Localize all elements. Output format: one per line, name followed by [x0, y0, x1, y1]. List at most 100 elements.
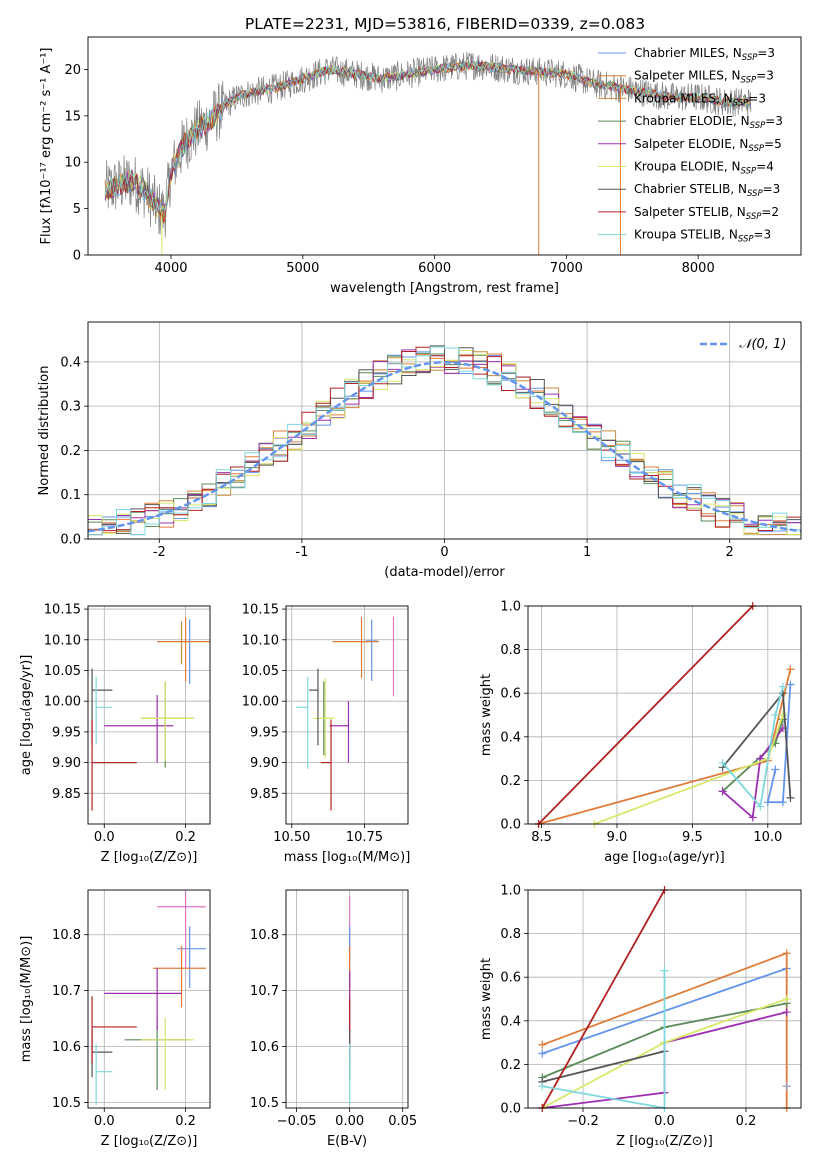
x-tick-label: 2 [726, 545, 734, 560]
x-axis-label: Z [log₁₀(Z/Z⊙)] [101, 1134, 198, 1149]
y-tick-label: 10.8 [52, 928, 81, 943]
legend-entry-label: Chabrier MILES, NSSP=3 [634, 46, 775, 63]
y-tick-label: 9.85 [250, 787, 279, 802]
mass-weight-line [542, 1050, 665, 1083]
plot-frame [527, 605, 802, 825]
x-tick-label: 9.5 [682, 830, 703, 845]
mass-vs-ebv-panel: −0.05 0.00 0.05 10.5 10.6 10.7 10.8 E(B-V) [250, 889, 417, 1149]
data-point-marker [786, 680, 795, 689]
x-tick-label: 6000 [418, 261, 451, 276]
data-point-marker [782, 949, 791, 958]
massweight-vs-age-panel: 8.5 9.0 9.5 10.0 0.0 0.2 0.4 0.6 0.8 1.0 age [log₁… [479, 600, 802, 865]
x-tick-label: 7000 [550, 261, 583, 276]
y-tick-label: 10.7 [52, 984, 81, 999]
y-tick-label: 0.8 [500, 927, 521, 942]
x-tick-label: −0.2 [567, 1114, 599, 1129]
y-tick-label: 0.3 [60, 400, 81, 415]
data-point-marker [756, 802, 765, 811]
y-tick-label: 0.6 [500, 971, 521, 986]
data-point-marker [718, 787, 727, 796]
x-axis-label: age [log₁₀(age/yr)] [604, 850, 725, 865]
y-tick-label: 20 [64, 63, 81, 78]
massweight-vs-metallicity-panel: −0.2 0.0 0.2 0.0 0.2 0.4 0.6 0.8 1.0 Z [log₁₀(Z/Z… [479, 884, 802, 1149]
plot-frame [87, 321, 802, 540]
x-axis-label: Z [log₁₀(Z/Z⊙)] [101, 850, 198, 865]
x-axis-label: Z [log₁₀(Z/Z⊙)] [616, 1134, 713, 1149]
data-point-marker [538, 1082, 547, 1091]
data-point-marker [771, 711, 780, 719]
y-axis-label: mass weight [479, 958, 494, 1040]
y-tick-label: 0.4 [500, 730, 521, 745]
data-point-marker [748, 813, 757, 822]
y-tick-label: 15 [64, 109, 81, 124]
y-tick-label: 0.2 [500, 774, 521, 789]
y-tick-label: 0.0 [60, 533, 81, 548]
x-tick-label: -1 [295, 545, 308, 560]
legend-entry-label: Kroupa STELIB, NSSP=3 [634, 228, 771, 245]
data-point-marker [786, 665, 795, 674]
y-tick-label: 10.15 [242, 603, 279, 618]
plot-frame [87, 605, 211, 825]
y-tick-label: 10.00 [44, 695, 81, 710]
figure-title: PLATE=2231, MJD=53816, FIBERID=0339, z=0… [245, 15, 645, 33]
spectrum-panel: 4000 5000 6000 7000 8000 0 5 10 15 20 Chabrier MIL… [39, 36, 802, 296]
x-tick-label: −0.05 [277, 1114, 317, 1129]
legend-entry-label: Kroupa ELODIE, NSSP=4 [634, 160, 774, 177]
model-spectrum-line [104, 58, 751, 213]
x-axis-label: (data-model)/error [384, 565, 505, 580]
y-tick-label: 1.0 [500, 884, 521, 899]
x-tick-label: 0.05 [388, 1114, 417, 1129]
x-tick-label: 0.00 [335, 1114, 364, 1129]
data-point-marker [782, 1008, 791, 1017]
y-tick-label: 0.1 [60, 488, 81, 503]
y-axis-label: mass [log₁₀(M/M⊙)] [19, 936, 34, 1063]
x-tick-label: 0.2 [175, 1114, 196, 1129]
data-point-marker [778, 711, 787, 719]
mass-weight-line [541, 889, 666, 1109]
y-tick-label: 10.10 [44, 633, 81, 648]
x-tick-label: 0 [440, 545, 448, 560]
x-tick-label: 0.2 [175, 830, 196, 845]
y-tick-label: 10.5 [52, 1096, 81, 1111]
y-axis-label: Flux [fλ10⁻¹⁷ erg cm⁻² s⁻¹ A⁻¹] [39, 48, 54, 245]
data-point-marker [660, 966, 669, 975]
x-axis-label: E(B-V) [327, 1134, 367, 1149]
y-tick-label: 10.05 [44, 664, 81, 679]
y-tick-label: 9.95 [250, 725, 279, 740]
legend-entry-label: Salpeter MILES, NSSP=3 [634, 69, 774, 86]
y-tick-label: 1.0 [500, 600, 521, 615]
legend-entry-label: Salpeter STELIB, NSSP=2 [634, 205, 779, 222]
x-tick-label: 8.5 [531, 830, 552, 845]
data-point-marker [778, 798, 787, 807]
plot-frame [285, 889, 409, 1109]
legend-entry-label: Salpeter ELODIE, NSSP=5 [634, 137, 782, 154]
data-point-marker [786, 793, 795, 802]
x-tick-label: 0.2 [736, 1114, 757, 1129]
data-point-marker [538, 1040, 547, 1049]
y-tick-label: 0.2 [60, 444, 81, 459]
legend-entry-label: 𝒩(0, 1) [739, 337, 786, 352]
age-vs-metallicity-panel: 0.0 0.2 9.85 9.90 9.95 10.00 10.05 10.10 10.15 Z … [19, 603, 211, 865]
plot-frame [87, 36, 802, 256]
model-spectrum-line [104, 60, 751, 218]
y-tick-label: 10.10 [242, 633, 279, 648]
x-axis-label: mass [log₁₀(M/M⊙)] [284, 850, 411, 865]
y-tick-label: 9.90 [250, 756, 279, 771]
y-tick-label: 0 [73, 249, 81, 264]
histogram-step-line [88, 346, 801, 536]
data-point-marker [718, 758, 727, 767]
x-tick-label: 0.0 [94, 1114, 115, 1129]
data-point-marker [782, 995, 791, 1003]
y-tick-label: 10.00 [242, 695, 279, 710]
y-tick-label: 10.6 [52, 1040, 81, 1055]
legend-entry-label: Chabrier STELIB, NSSP=3 [634, 182, 780, 199]
data-point-marker [763, 798, 772, 807]
y-tick-label: 9.85 [52, 787, 81, 802]
x-tick-label: 10.0 [753, 830, 782, 845]
legend-entry-label: Chabrier ELODIE, NSSP=3 [634, 114, 783, 131]
y-tick-label: 0.6 [500, 687, 521, 702]
data-point-marker [771, 765, 780, 774]
x-tick-label: 5000 [286, 261, 319, 276]
plot-frame [527, 889, 802, 1109]
